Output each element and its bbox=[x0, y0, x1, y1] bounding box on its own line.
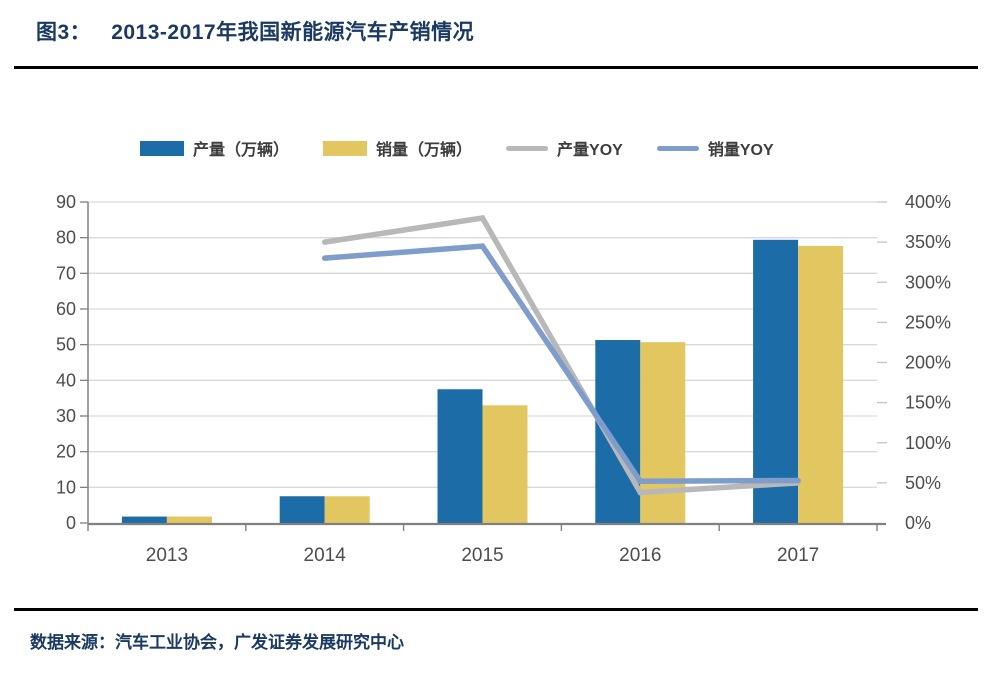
left-axis-label: 0 bbox=[66, 513, 76, 533]
chart-area: 0 10 20 30 40 50 60 70 80 90 0% 50% 100% 150% 200% 250%… bbox=[56, 192, 951, 566]
figure-title-row: 图3： 2013-2017年我国新能源汽车产销情况 bbox=[36, 16, 474, 46]
combo-chart: 0 10 20 30 40 50 60 70 80 90 0% 50% 100% 150% 200% 250%… bbox=[56, 192, 951, 566]
x-axis-category-label: 2013 bbox=[146, 545, 188, 566]
production-bar bbox=[121, 516, 167, 523]
left-axis-label: 20 bbox=[56, 442, 76, 462]
legend-label-production-yoy: 产量YOY bbox=[557, 142, 623, 159]
sales-yoy-line-swatch bbox=[656, 145, 699, 151]
data-source-text: 数据来源：汽车工业协会，广发证券发展研究中心 bbox=[30, 633, 404, 652]
figure-number-label: 图3： bbox=[36, 21, 92, 44]
data-source: 数据来源：汽车工业协会，广发证券发展研究中心 bbox=[30, 628, 404, 653]
production-bar-swatch bbox=[140, 140, 184, 156]
legend-label-sales-yoy: 销量YOY bbox=[707, 142, 774, 159]
legend-item-production-bar: 产量（万辆） bbox=[140, 136, 289, 160]
production-bar bbox=[437, 389, 483, 523]
legend-item-sales-yoy: 销量YOY bbox=[656, 136, 774, 160]
production-yoy-line-swatch bbox=[506, 145, 549, 151]
legend-label-sales-bar: 销量（万辆） bbox=[376, 142, 473, 159]
bottom-divider bbox=[14, 608, 978, 611]
x-axis-category-label: 2017 bbox=[777, 545, 819, 566]
production-yoy-line bbox=[321, 215, 801, 496]
right-axis-label: 250% bbox=[905, 312, 951, 332]
right-axis-label: 300% bbox=[905, 272, 951, 292]
top-divider bbox=[14, 66, 978, 69]
legend-label-production-bar: 产量（万辆） bbox=[193, 142, 290, 159]
sales-bar bbox=[166, 516, 212, 523]
left-axis-label: 40 bbox=[56, 370, 76, 390]
left-axis-label: 60 bbox=[56, 299, 76, 319]
left-axis-label: 70 bbox=[56, 263, 76, 283]
production-bar bbox=[753, 239, 799, 523]
left-axis-label: 10 bbox=[56, 477, 76, 497]
chart-legend: 产量（万辆） 销量（万辆） 产量YOY 销量YOY bbox=[140, 136, 932, 160]
right-axis-label: 150% bbox=[905, 393, 951, 413]
left-axis-label: 80 bbox=[56, 228, 76, 248]
sales-bar-swatch bbox=[323, 140, 368, 156]
left-axis-label: 50 bbox=[56, 335, 76, 355]
right-axis-label: 200% bbox=[905, 353, 951, 373]
right-axis-label: 100% bbox=[905, 433, 951, 453]
left-axis-label: 30 bbox=[56, 406, 76, 426]
sales-yoy-line bbox=[321, 243, 801, 485]
sales-bar bbox=[640, 342, 686, 523]
legend-item-sales-bar: 销量（万辆） bbox=[323, 136, 472, 160]
right-axis-label: 0% bbox=[905, 513, 931, 533]
production-bar bbox=[279, 496, 325, 523]
sales-bar bbox=[324, 496, 370, 523]
x-axis-category-label: 2015 bbox=[461, 545, 503, 566]
right-axis-label: 350% bbox=[905, 232, 951, 252]
left-axis-label: 90 bbox=[56, 192, 76, 212]
figure-title: 2013-2017年我国新能源汽车产销情况 bbox=[111, 21, 475, 44]
x-axis-category-label: 2016 bbox=[619, 545, 661, 566]
sales-bar bbox=[482, 405, 528, 523]
x-axis-category-label: 2014 bbox=[304, 545, 347, 566]
production-bar bbox=[595, 340, 641, 523]
right-axis-label: 400% bbox=[905, 192, 951, 212]
sales-bar bbox=[798, 245, 844, 523]
right-axis-label: 50% bbox=[905, 473, 941, 493]
legend-item-production-yoy: 产量YOY bbox=[506, 136, 623, 160]
